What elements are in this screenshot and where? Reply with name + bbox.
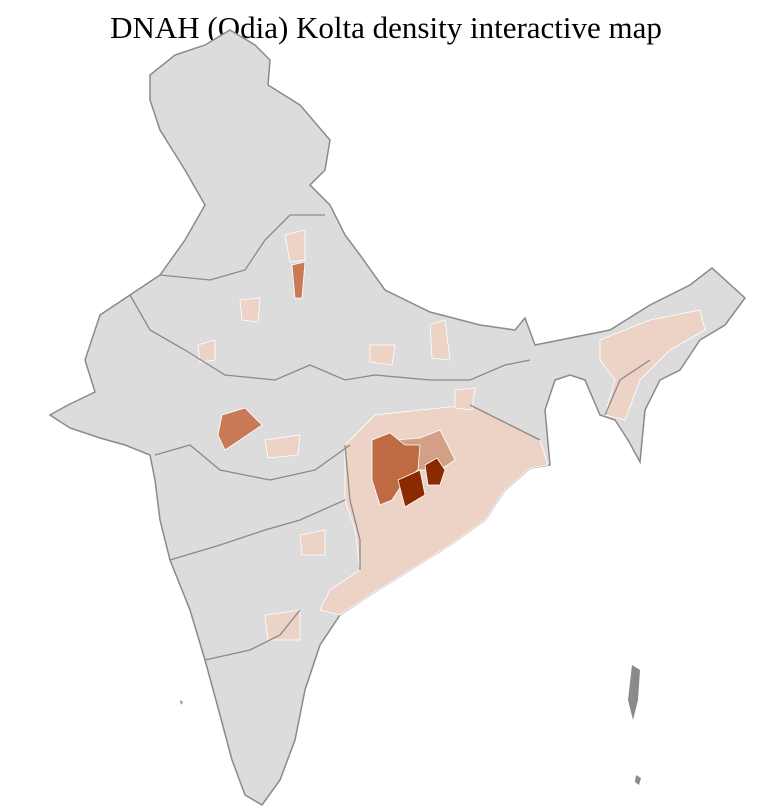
andaman-islands xyxy=(628,665,640,720)
region-low-bengal[interactable] xyxy=(429,319,451,361)
region-low-assam[interactable] xyxy=(599,309,706,421)
region-highest-odisha-a[interactable] xyxy=(397,469,426,508)
region-low-up[interactable] xyxy=(284,229,306,263)
islands xyxy=(180,665,641,785)
region-medium-mp[interactable] xyxy=(217,407,263,451)
region-low-bihar[interactable] xyxy=(369,344,396,366)
lakshadweep xyxy=(180,700,183,705)
region-low-andhra[interactable] xyxy=(264,609,301,641)
map-title: DNAH (Odia) Kolta density interactive ma… xyxy=(110,10,662,45)
region-highest-odisha-b[interactable] xyxy=(424,457,446,486)
region-low-mh[interactable] xyxy=(299,529,326,556)
region-low-jharkhand[interactable] xyxy=(454,387,476,411)
density-regions xyxy=(197,229,706,641)
region-low-gujarat[interactable] xyxy=(239,297,261,323)
nicobar-islands xyxy=(635,775,641,785)
region-low-rajasthan[interactable] xyxy=(197,339,216,363)
region-low-mp[interactable] xyxy=(264,434,301,459)
region-medium-up[interactable] xyxy=(291,261,306,299)
state-borders xyxy=(129,214,651,661)
